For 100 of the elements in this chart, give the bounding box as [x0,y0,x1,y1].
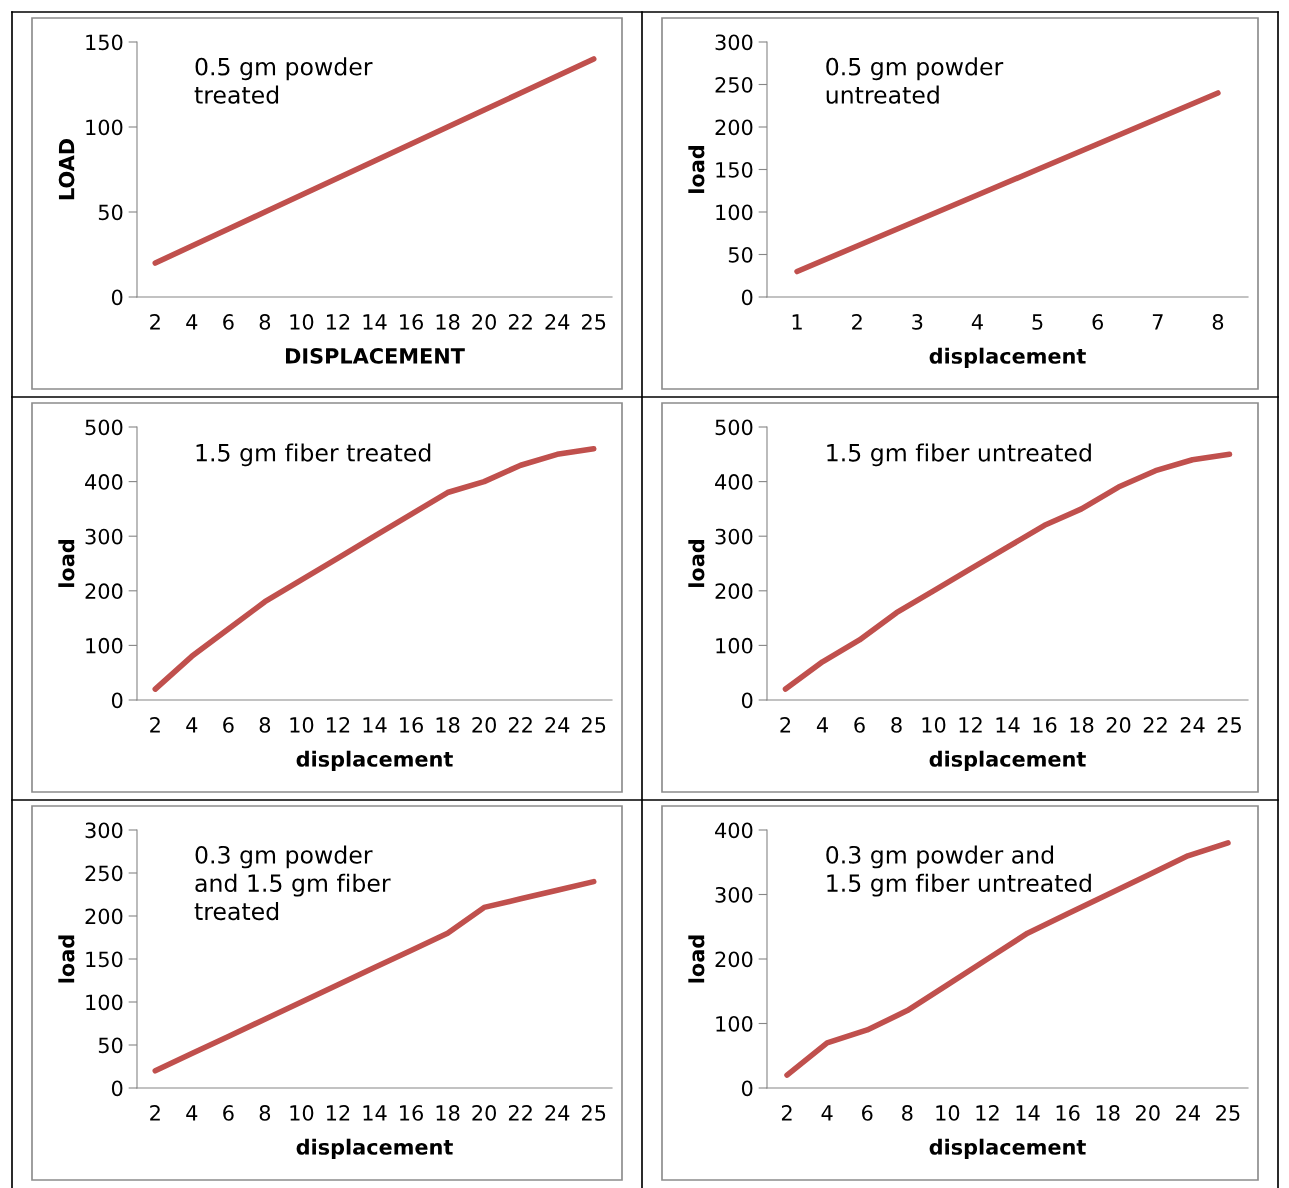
x-tick-label: 24 [545,1105,570,1121]
y-tick-label: 300 [715,34,753,51]
annotation: 1.5 gm fiber untreated [827,443,1091,467]
x-tick-label: 6 [223,1105,234,1121]
y-tick-label: 100 [716,1015,753,1032]
x-tick-label: 8 [259,1105,271,1121]
y-tick-label: 400 [85,474,123,490]
x-tick-label: 8 [259,717,271,733]
x-tick-label: 1 [792,314,802,330]
x-tick-label: 6 [862,1105,873,1121]
x-tick-label: 2 [780,717,791,733]
x-tick-label: 4 [186,1105,198,1121]
y-tick-label: 0 [111,289,123,306]
x-tick-label: 14 [363,314,387,330]
x-tick-label: 8 [259,314,271,330]
y-tick-label: 50 [98,1037,123,1054]
x-tick-label: 6 [223,314,234,330]
x-tick-label: 8 [902,1105,913,1121]
y-axis-title: LOAD [58,139,75,200]
x-tick-label: 5 [1032,314,1043,330]
y-tick-label: 200 [715,119,753,136]
y-tick-label: 200 [85,908,123,925]
x-tick-label: 14 [996,717,1020,733]
x-tick-label: 25 [582,1105,606,1121]
y-tick-label: 0 [111,692,123,709]
x-tick-label: 6 [1092,314,1103,330]
y-tick-label: 0 [741,289,753,306]
y-tick-label: 150 [86,34,123,51]
y-tick-label: 100 [86,119,123,136]
x-tick-label: 4 [821,1105,833,1121]
y-axis-title: load [688,540,705,587]
x-tick-label: 2 [781,1105,792,1121]
x-tick-label: 10 [290,1105,314,1121]
y-tick-label: 50 [98,204,123,221]
x-tick-label: 20 [1106,717,1131,733]
x-tick-label: 14 [363,717,387,733]
x-tick-label: 18 [436,314,460,330]
x-tick-label: 24 [545,717,570,733]
x-tick-label: 6 [854,717,865,733]
annotation: 0.3 gm powder and 1.5 gm fiber untreated [826,845,1091,897]
x-tick-label: 18 [1096,1105,1120,1121]
x-tick-label: 24 [545,314,570,330]
x-axis-title: displacement [296,1138,453,1159]
y-tick-label: 250 [715,76,753,93]
x-tick-label: 16 [1056,1105,1080,1121]
x-tick-label: 22 [1143,717,1167,733]
y-axis-title: load [58,540,75,587]
x-tick-label: 24 [1180,717,1205,733]
x-axis-title: displacement [929,1138,1086,1159]
y-tick-label: 100 [86,994,123,1011]
x-tick-label: 12 [326,1105,350,1121]
y-tick-label: 100 [716,204,753,221]
y-tick-label: 100 [716,637,753,654]
x-tick-label: 4 [971,314,983,330]
x-axis-title: DISPLACEMENT [285,348,465,364]
x-tick-label: 14 [363,1105,387,1121]
y-tick-label: 200 [715,583,753,600]
x-tick-label: 12 [326,314,350,330]
x-tick-label: 8 [891,717,902,733]
x-tick-label: 14 [1016,1105,1040,1121]
y-axis-title: load [688,935,705,983]
x-tick-label: 18 [1070,717,1094,733]
y-tick-label: 300 [715,886,753,903]
y-tick-label: 0 [741,692,753,709]
x-tick-label: 8 [1212,314,1224,330]
x-tick-label: 12 [959,717,982,733]
x-tick-label: 18 [436,1105,460,1121]
y-tick-label: 300 [85,528,123,545]
x-tick-label: 12 [326,717,350,733]
x-tick-label: 16 [400,717,423,733]
y-tick-label: 150 [86,951,123,968]
x-tick-label: 2 [150,1105,160,1121]
x-tick-label: 25 [582,717,606,733]
annotation: 1.5 gm fiber treated [196,443,431,467]
x-tick-label: 18 [436,717,460,733]
annotation: 0.5 gm powder treated [194,57,373,104]
y-axis-title: load [688,146,705,193]
x-tick-label: 20 [472,717,496,733]
y-tick-label: 500 [715,419,753,436]
x-tick-label: 12 [976,1105,999,1121]
y-tick-label: 500 [85,419,123,436]
y-tick-label: 250 [85,865,123,882]
x-tick-label: 3 [912,314,923,330]
x-tick-label: 20 [1136,1105,1160,1121]
x-tick-label: 2 [150,717,160,733]
x-tick-label: 16 [1033,717,1057,733]
y-tick-label: 0 [741,1080,753,1097]
y-tick-label: 100 [86,637,123,654]
x-tick-label: 20 [472,1105,496,1121]
x-tick-label: 20 [472,314,496,330]
y-tick-label: 0 [111,1080,123,1097]
x-tick-label: 24 [1176,1105,1200,1121]
x-tick-label: 7 [1152,314,1163,330]
x-tick-label: 10 [290,717,314,733]
y-tick-label: 200 [715,951,753,968]
y-tick-label: 200 [85,583,123,600]
annotation: 0.3 gm powder and 1.5 gm fiber treated [194,845,391,921]
y-tick-label: 150 [716,161,753,178]
x-tick-label: 4 [186,314,198,330]
x-tick-label: 22 [508,717,532,733]
